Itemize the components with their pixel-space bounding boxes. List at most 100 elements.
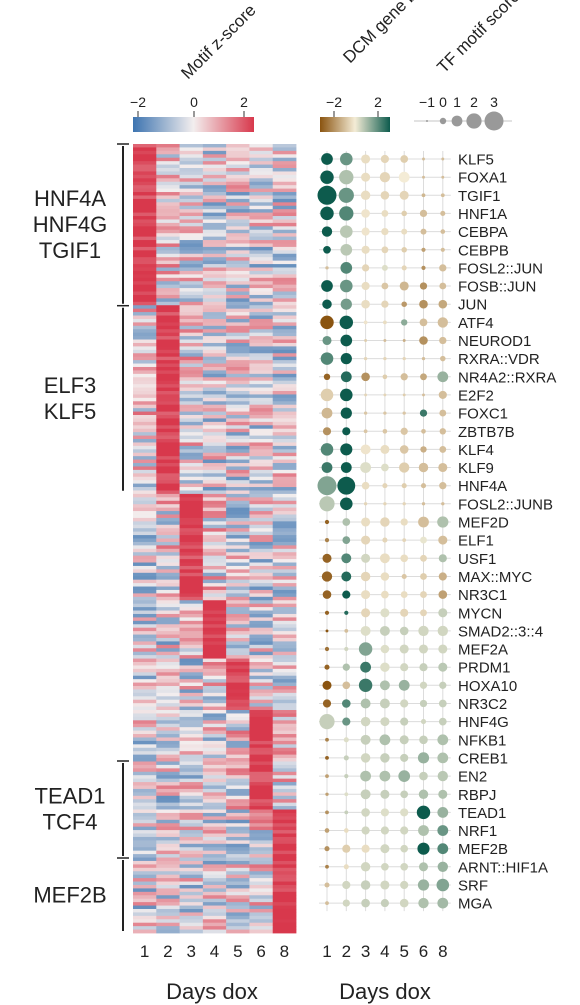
dot-mark: [363, 429, 368, 434]
heatmap-cell: [202, 833, 227, 838]
heatmap-cell: [272, 737, 297, 742]
heatmap-cell: [179, 212, 204, 217]
heatmap-cell: [133, 651, 157, 656]
dot-mark: [361, 264, 370, 272]
heatmap-cell: [226, 802, 250, 807]
heatmap-cell: [226, 535, 250, 539]
heatmap-cell: [226, 318, 250, 323]
heatmap-cell: [179, 565, 204, 570]
heatmap-cell: [226, 795, 250, 800]
heatmap-cell: [272, 387, 297, 392]
heatmap-cell: [179, 675, 204, 680]
heatmap-cell: [272, 195, 297, 200]
heatmap-cell: [249, 651, 274, 656]
heatmap-cell: [202, 806, 227, 810]
dot-mark: [379, 734, 391, 746]
heatmap-cell: [179, 538, 204, 543]
dot-mark: [437, 897, 449, 909]
heatmap-cell: [226, 360, 250, 364]
heatmap-cell: [156, 761, 180, 766]
dot-mark: [360, 571, 371, 582]
heatmap-cell: [156, 397, 180, 402]
heatmap-cell: [202, 627, 227, 632]
dot-mark: [381, 282, 389, 290]
heatmap-cell: [272, 634, 297, 639]
dot-plot: [317, 152, 450, 909]
heatmap-cell: [156, 710, 180, 714]
heatmap-cell: [179, 864, 204, 869]
heatmap-cell: [226, 336, 250, 340]
heatmap-cell: [179, 744, 204, 749]
heatmap-cell: [272, 589, 297, 594]
heatmap-cell: [272, 390, 297, 395]
heatmap-cell: [156, 706, 180, 711]
heatmap-cell: [272, 751, 297, 756]
heatmap-cell: [133, 205, 157, 210]
heatmap-cell: [202, 469, 227, 474]
heatmap-cell: [179, 531, 204, 536]
heatmap-cell: [202, 404, 227, 409]
heatmap-cell: [226, 188, 250, 193]
heatmap-cell: [133, 809, 157, 814]
heatmap-cell: [179, 576, 204, 581]
heatmap-cell: [249, 589, 274, 594]
heatmap-cell: [226, 442, 250, 447]
heatmap-cell: [249, 686, 274, 690]
heatmap-cell: [249, 342, 274, 347]
heatmap-cell: [179, 487, 204, 491]
heatmap-cell: [272, 144, 297, 148]
dot-mark: [361, 245, 370, 254]
heatmap-cell: [179, 370, 204, 375]
heatmap-cell: [156, 329, 180, 334]
heatmap-cell: [249, 548, 274, 553]
heatmap-cell: [179, 380, 204, 385]
heatmap-cell: [272, 188, 297, 193]
heatmap-cell: [133, 164, 157, 169]
heatmap-cell: [249, 795, 274, 800]
heatmap-cell: [226, 830, 250, 834]
heatmap-cell: [133, 833, 157, 838]
size-legend-dot: [466, 113, 482, 129]
dot-mark: [421, 265, 426, 270]
heatmap-cell: [249, 864, 274, 869]
heatmap-cell: [133, 147, 157, 152]
heatmap-cell: [179, 833, 204, 838]
heatmap-cell: [133, 857, 157, 862]
heatmap-x-tick: 4: [210, 942, 219, 961]
dot-x-tick: 8: [438, 942, 447, 961]
heatmap-cell: [156, 915, 180, 920]
heatmap-cell: [249, 754, 274, 759]
heatmap-cell: [133, 788, 157, 793]
heatmap-cell: [272, 867, 297, 872]
heatmap-cell: [156, 205, 180, 210]
heatmap-cell: [226, 274, 250, 279]
heatmap-cell: [249, 888, 274, 893]
heatmap-cell: [249, 637, 274, 642]
heatmap-cell: [249, 679, 274, 683]
heatmap-cell: [202, 267, 227, 272]
heatmap-cell: [226, 387, 250, 392]
heatmap-cell: [202, 675, 227, 680]
heatmap-cell: [156, 493, 180, 498]
heatmap-cell: [226, 864, 250, 869]
heatmap-cell: [202, 178, 227, 183]
dot-mark: [363, 320, 368, 325]
dot-mark: [381, 862, 389, 871]
heatmap-cell: [226, 908, 250, 913]
heatmap-cell: [272, 246, 297, 251]
heatmap-cell: [179, 514, 204, 519]
heatmap-cell: [179, 476, 204, 481]
dot-mark: [439, 482, 447, 490]
dot-mark: [437, 861, 448, 872]
heatmap-cell: [202, 655, 227, 659]
heatmap-cell: [226, 631, 250, 635]
heatmap-cell: [272, 778, 297, 783]
heatmap-cell: [133, 439, 157, 443]
heatmap-cell: [156, 432, 180, 436]
heatmap-cell: [202, 538, 227, 543]
heatmap-cell: [272, 524, 297, 529]
heatmap-cell: [156, 627, 180, 632]
heatmap-cell: [156, 884, 180, 889]
heatmap-cell: [156, 336, 180, 340]
